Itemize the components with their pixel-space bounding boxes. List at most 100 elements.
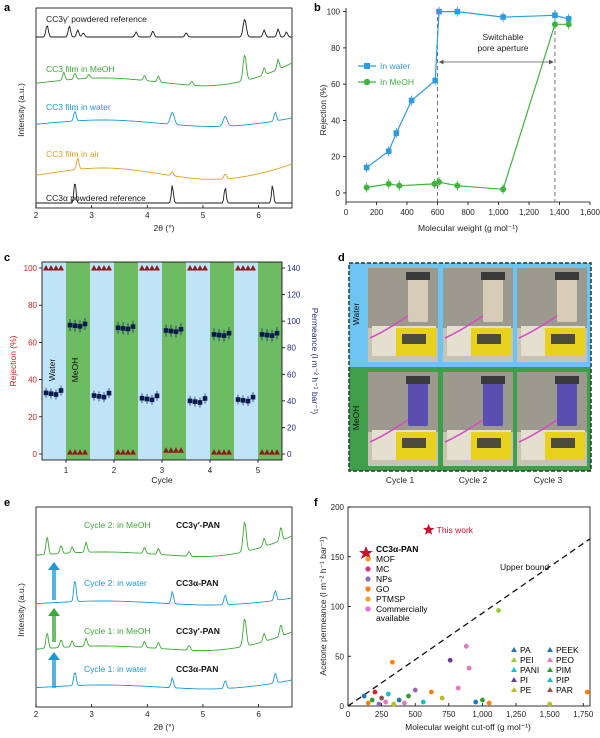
literature-point <box>391 701 397 707</box>
panel-f-ticks: 0 250 500 750 1,000 1,250 1,500 1,750 0 50 100 150 2… <box>331 503 594 719</box>
panel-c-ticks: 0 20 40 60 80 100 0 20 40 60 80 100 120 140 1 2 3 4 5 <box>24 264 301 475</box>
permeance-meoh-point <box>120 326 126 331</box>
permeance-water-point <box>53 392 59 397</box>
data-point-meoh <box>396 182 403 189</box>
photo-vessel-cap <box>406 272 430 280</box>
upper-bound-label: Upper bound <box>500 562 549 572</box>
legend-meoh-text: In MeOH <box>380 77 414 87</box>
ytick-label: 0 <box>336 189 341 198</box>
xtick-label: 1,200 <box>519 208 540 217</box>
rejection-water-point <box>139 265 145 271</box>
y2tick-label: 60 <box>287 370 296 379</box>
water-band <box>42 262 66 460</box>
series-label-cc3a: CC3α powdered reference <box>46 193 146 203</box>
legend-marker <box>365 556 371 562</box>
permeance-water-point <box>149 397 155 403</box>
series-label-water: CC3 film in water <box>46 102 111 112</box>
panel-f-points <box>347 523 591 707</box>
photo-vessel <box>557 276 577 322</box>
panel-c-bands <box>42 262 282 460</box>
literature-point <box>361 693 367 699</box>
legend-label: CC3α-PAN <box>376 544 418 554</box>
legend-star <box>359 546 373 559</box>
panel-a-frame <box>35 7 293 209</box>
panel-label-a: a <box>4 2 11 14</box>
panel-a-xticks: 2 3 4 5 6 <box>34 205 261 220</box>
panel-e-xlabel: 2θ (°) <box>154 722 175 732</box>
rejection-meoh-point <box>226 449 232 455</box>
panel-a-curves <box>35 18 293 204</box>
legend-marker <box>365 596 371 602</box>
transition-arrow-head <box>48 652 60 660</box>
e-curve-c1-meoh <box>35 617 293 652</box>
y2tick-label: 40 <box>287 397 296 406</box>
photo-tube <box>518 315 558 339</box>
ytick-label: 20 <box>28 413 37 422</box>
legend-water-marker <box>364 63 370 69</box>
panel-e-arrows <box>48 562 60 688</box>
data-point-meoh <box>565 21 572 28</box>
legend-label: NPs <box>376 574 392 584</box>
data-point-meoh <box>551 21 558 28</box>
photo-vessel <box>483 380 503 426</box>
xtick-label: 6 <box>256 211 261 220</box>
literature-point <box>369 697 375 703</box>
e-curve-c2-meoh <box>35 521 293 558</box>
rejection-water-point <box>101 265 107 271</box>
xtick-label: 1,500 <box>540 710 561 719</box>
literature-point <box>402 700 407 706</box>
permeance-meoh-point <box>130 324 136 329</box>
permeance-meoh-point <box>163 328 169 333</box>
legend-marker <box>511 687 517 692</box>
permeance-meoh-point <box>269 333 275 338</box>
panel-b-ticks: 0 200 400 600 800 1,000 1,200 1,400 1,600 0 20 40 60… <box>327 8 600 217</box>
e-phase-c1-meoh: CC3γ′-PAN <box>176 626 220 636</box>
e-phase-c2-meoh: CC3γ′-PAN <box>176 520 220 530</box>
xtick-label: 1,600 <box>580 208 600 217</box>
photo-device-screen <box>402 438 426 448</box>
legend-label: MC <box>376 564 389 574</box>
data-point-meoh <box>454 182 461 189</box>
rejection-meoh-point <box>67 449 73 455</box>
legend-marker <box>547 677 553 682</box>
legend-label: PAR <box>556 685 573 695</box>
legend-marker <box>511 647 517 652</box>
permeance-water-point <box>106 390 112 396</box>
legend-label: PE <box>520 685 532 695</box>
e-curve-c1-water <box>35 672 293 690</box>
photo-vessel <box>483 276 503 322</box>
y2tick-label: 100 <box>287 317 301 326</box>
rejection-water-point <box>154 265 160 271</box>
literature-point <box>480 697 485 703</box>
permeance-meoh-point <box>259 332 265 337</box>
legend-label: GO <box>376 584 390 594</box>
xtick-label: 500 <box>409 710 423 719</box>
permeance-meoh-point <box>72 323 78 329</box>
meoh-band <box>114 262 138 460</box>
permeance-water-point <box>96 394 102 399</box>
rejection-water-point <box>58 265 64 271</box>
xtick-label: 3 <box>160 466 165 475</box>
rejection-meoh-point <box>168 447 174 453</box>
photo-vessel-cap <box>481 376 505 384</box>
legend-label: PA <box>520 645 531 655</box>
panel-e-frame <box>35 506 293 708</box>
panel-b-series <box>363 6 572 195</box>
photo-col-label-1: Cycle 1 <box>386 475 415 485</box>
data-point-meoh <box>436 179 443 186</box>
panel-label-c: c <box>4 252 10 264</box>
photo-device-screen <box>477 438 501 448</box>
permeance-meoh-point <box>67 322 73 328</box>
xtick-label: 3 <box>89 710 94 719</box>
rejection-meoh-point <box>72 449 78 455</box>
panel-b-annotation-2: pore aperture <box>477 43 528 53</box>
ytick-label: 100 <box>327 8 341 17</box>
literature-point <box>463 643 469 649</box>
rejection-meoh-point <box>120 449 126 455</box>
legend-marker <box>547 667 553 672</box>
data-point-water <box>408 97 415 104</box>
permeance-water-point <box>154 393 160 399</box>
legend-marker <box>365 576 371 582</box>
rejection-meoh-point <box>274 449 280 455</box>
rejection-meoh-point <box>269 449 275 455</box>
